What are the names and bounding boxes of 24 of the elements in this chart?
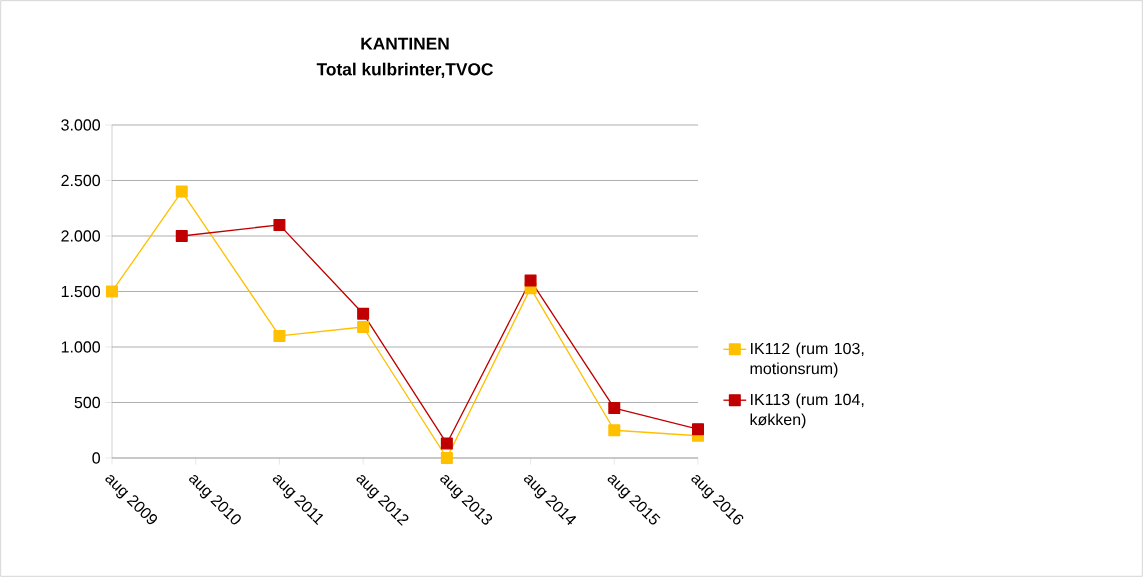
- point: [608, 424, 621, 437]
- point: [440, 437, 453, 450]
- point: [106, 285, 119, 298]
- legend-label: IK113 (rum 104, køkken): [750, 393, 864, 429]
- point: [692, 423, 704, 436]
- point: [524, 274, 537, 287]
- point: [357, 321, 370, 334]
- point: [357, 307, 370, 320]
- chart-title: KANTINEN: [361, 37, 449, 50]
- y-tick-label: 2.500: [61, 174, 101, 187]
- chart-subtitle: Total kulbrinter,TVOC: [316, 62, 493, 78]
- y-tick-label: 1.000: [61, 341, 101, 353]
- y-tick-label: 500: [74, 396, 101, 409]
- y-tick-label: 0: [92, 452, 101, 464]
- y-tick-label: 3.000: [61, 119, 101, 131]
- point: [175, 185, 188, 198]
- y-tick-label: 1.500: [61, 285, 101, 298]
- y-tick-label: 2.000: [61, 230, 101, 242]
- legend-label: IK112 (rum 103, motionsrum): [750, 342, 864, 378]
- point: [608, 402, 621, 415]
- point: [440, 451, 453, 464]
- point: [175, 229, 188, 242]
- point: [273, 329, 286, 342]
- point: [273, 218, 286, 231]
